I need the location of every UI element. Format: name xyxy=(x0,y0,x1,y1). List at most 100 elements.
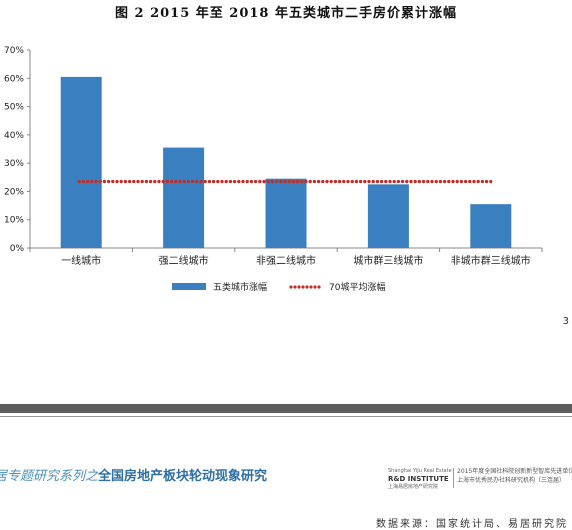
average-dot xyxy=(245,179,249,184)
average-dot xyxy=(258,179,262,184)
average-dot xyxy=(178,179,182,184)
average-dot xyxy=(169,179,174,184)
average-dot xyxy=(94,179,98,184)
legend-dots-swatch xyxy=(289,284,321,289)
average-dot xyxy=(388,179,392,184)
award-line-1: 2015年度全国社科院创新新型智库先进单位 xyxy=(457,468,572,475)
average-dot xyxy=(182,179,186,184)
data-source: 数据来源：国家统计局、易居研究院 xyxy=(376,519,568,530)
average-dot xyxy=(195,179,199,184)
logo-sub-text: 上海易居房地产研究院 xyxy=(388,484,439,490)
average-dot xyxy=(203,179,207,184)
page-number: 3 xyxy=(562,316,569,327)
average-dot xyxy=(253,179,258,184)
average-dot xyxy=(241,179,245,184)
footer-series-prefix: 居专题研究系列之 xyxy=(0,469,99,484)
average-dot xyxy=(81,179,86,184)
average-dot xyxy=(266,179,270,184)
x-category-label: 城市群三线城市 xyxy=(353,254,423,267)
average-dot xyxy=(228,179,233,184)
average-dot xyxy=(442,179,447,184)
average-dot xyxy=(153,179,157,184)
average-dot xyxy=(316,179,321,184)
average-dot xyxy=(127,179,132,184)
bar-3 xyxy=(265,178,307,248)
average-dot xyxy=(283,179,287,184)
y-tick-label: 30% xyxy=(4,159,24,169)
average-dot xyxy=(199,179,203,184)
y-tick-label: 20% xyxy=(4,187,24,197)
average-dot xyxy=(291,179,296,184)
x-category-label: 非城市群三线城市 xyxy=(451,254,531,267)
average-dot xyxy=(237,179,241,184)
bar-5 xyxy=(470,204,512,248)
average-line xyxy=(77,179,493,184)
average-dot xyxy=(337,179,342,184)
average-dot xyxy=(77,179,81,184)
average-dot xyxy=(262,179,266,184)
average-dot xyxy=(312,179,317,184)
average-dot xyxy=(232,179,237,184)
average-dot xyxy=(329,179,333,184)
average-dot xyxy=(417,179,422,184)
average-dot xyxy=(157,179,161,184)
average-dot xyxy=(304,179,308,184)
award-text: 2015年度全国社科院创新新型智库先进单位 上海市优秀民办社科研究机构（三连届） xyxy=(457,467,572,485)
average-dot xyxy=(396,179,401,184)
average-dot xyxy=(375,179,380,184)
average-dot xyxy=(123,179,128,184)
average-dot xyxy=(190,179,195,184)
average-dot xyxy=(207,179,212,184)
average-dot xyxy=(132,179,136,184)
average-dot xyxy=(367,179,371,184)
average-dot xyxy=(249,179,254,184)
y-tick-label: 70% xyxy=(4,46,24,56)
average-dot xyxy=(224,179,228,184)
average-dot xyxy=(447,179,451,184)
average-dot xyxy=(136,179,140,184)
average-dot xyxy=(472,179,476,184)
average-dot xyxy=(489,179,493,184)
average-dot xyxy=(400,179,405,184)
average-dot xyxy=(346,179,350,184)
legend-item-bars: 五类城市涨幅 xyxy=(172,280,267,293)
average-dot xyxy=(148,179,153,184)
average-dot xyxy=(413,179,417,184)
average-dot xyxy=(363,179,367,184)
average-dot xyxy=(480,179,485,184)
y-tick-label: 50% xyxy=(4,103,24,113)
x-category-label: 强二线城市 xyxy=(159,254,209,267)
average-dot xyxy=(287,179,291,184)
average-dot xyxy=(111,179,115,184)
average-dot xyxy=(98,179,102,184)
y-tick-label: 0% xyxy=(10,244,25,254)
average-dot xyxy=(350,179,354,184)
average-dot xyxy=(358,179,363,184)
bar-1 xyxy=(60,76,102,248)
footer-series-title: 居专题研究系列之全国房地产板块轮动现象研究 xyxy=(0,465,267,484)
average-dot xyxy=(90,179,94,184)
institute-logo: Shanghai YiJu Real Estate R&D INSTITUTE … xyxy=(388,468,452,490)
average-dot xyxy=(308,179,312,184)
average-dot xyxy=(325,179,329,184)
average-dot xyxy=(186,179,191,184)
average-dot xyxy=(384,179,388,184)
bar-2 xyxy=(163,147,205,248)
average-dot xyxy=(476,179,480,184)
y-tick-label: 10% xyxy=(4,216,24,226)
average-dot xyxy=(421,179,426,184)
average-dot xyxy=(342,179,346,184)
average-dot xyxy=(333,179,338,184)
average-dot xyxy=(220,179,224,184)
logo-main-text: R&D INSTITUTE xyxy=(388,475,449,483)
average-dot xyxy=(379,179,384,184)
average-dot xyxy=(455,179,459,184)
average-dot xyxy=(459,179,464,184)
y-tick-label: 60% xyxy=(4,74,24,84)
average-dot xyxy=(144,179,149,184)
average-dot xyxy=(106,179,111,184)
average-dot xyxy=(119,179,123,184)
footer-divider-band xyxy=(0,404,572,413)
average-dot xyxy=(434,179,438,184)
average-dot xyxy=(274,179,279,184)
